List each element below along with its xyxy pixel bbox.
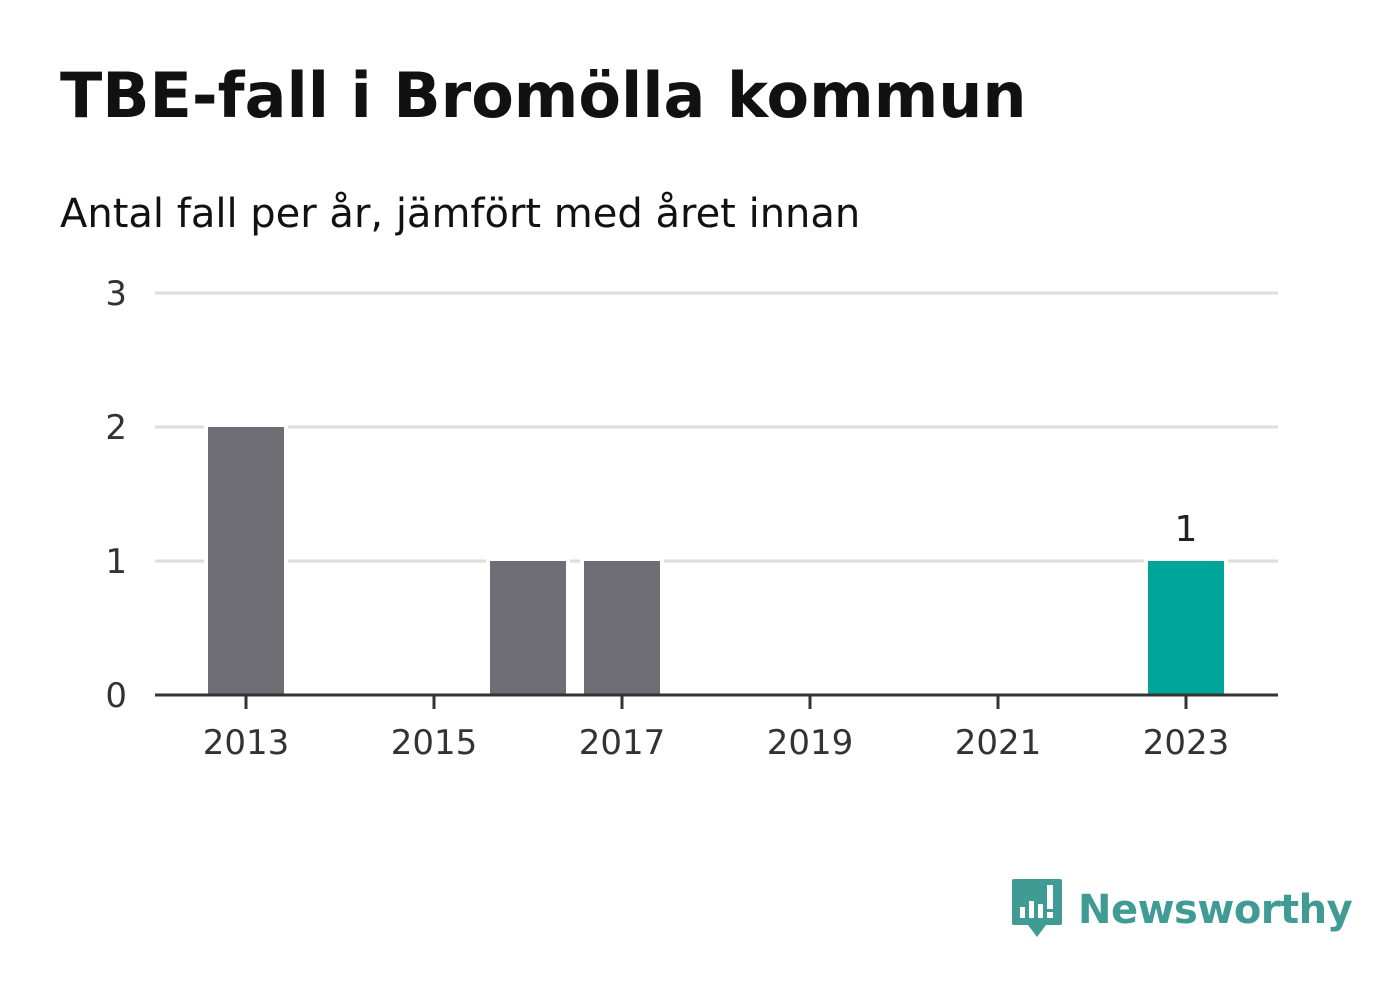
y-tick-label: 2	[105, 408, 127, 448]
gridlines	[155, 291, 1278, 563]
bar-2016	[490, 561, 566, 695]
chart-subtitle: Antal fall per år, jämfört med året inna…	[60, 191, 861, 237]
y-tick-label: 3	[105, 274, 127, 314]
newsworthy-logo-icon	[1012, 879, 1062, 937]
bars	[204, 423, 1228, 695]
x-tick-label: 2021	[955, 723, 1042, 763]
x-tick-label: 2017	[579, 723, 666, 763]
bar-2017	[584, 561, 660, 695]
x-tick-label: 2023	[1143, 723, 1230, 763]
bar-2013	[208, 427, 284, 695]
x-tick-label: 2019	[767, 723, 854, 763]
x-tick-label: 2013	[203, 723, 290, 763]
axes: 0 1 2 3 2013 2015 2017 2019 2021 2023	[105, 274, 1278, 763]
bar-chart: 0 1 2 3 2013 2015 2017 2019 2021 2023 1	[105, 274, 1278, 763]
data-label: 1	[1175, 509, 1198, 550]
brand-name: Newsworthy	[1078, 887, 1353, 933]
x-tick-label: 2015	[391, 723, 478, 763]
data-labels: 1	[1175, 509, 1198, 550]
y-tick-label: 1	[105, 542, 127, 582]
brand-logo: Newsworthy	[1012, 878, 1353, 942]
chart-title: TBE-fall i Bromölla kommun	[60, 59, 1027, 132]
bar-2023	[1148, 561, 1224, 695]
y-tick-label: 0	[105, 676, 127, 716]
